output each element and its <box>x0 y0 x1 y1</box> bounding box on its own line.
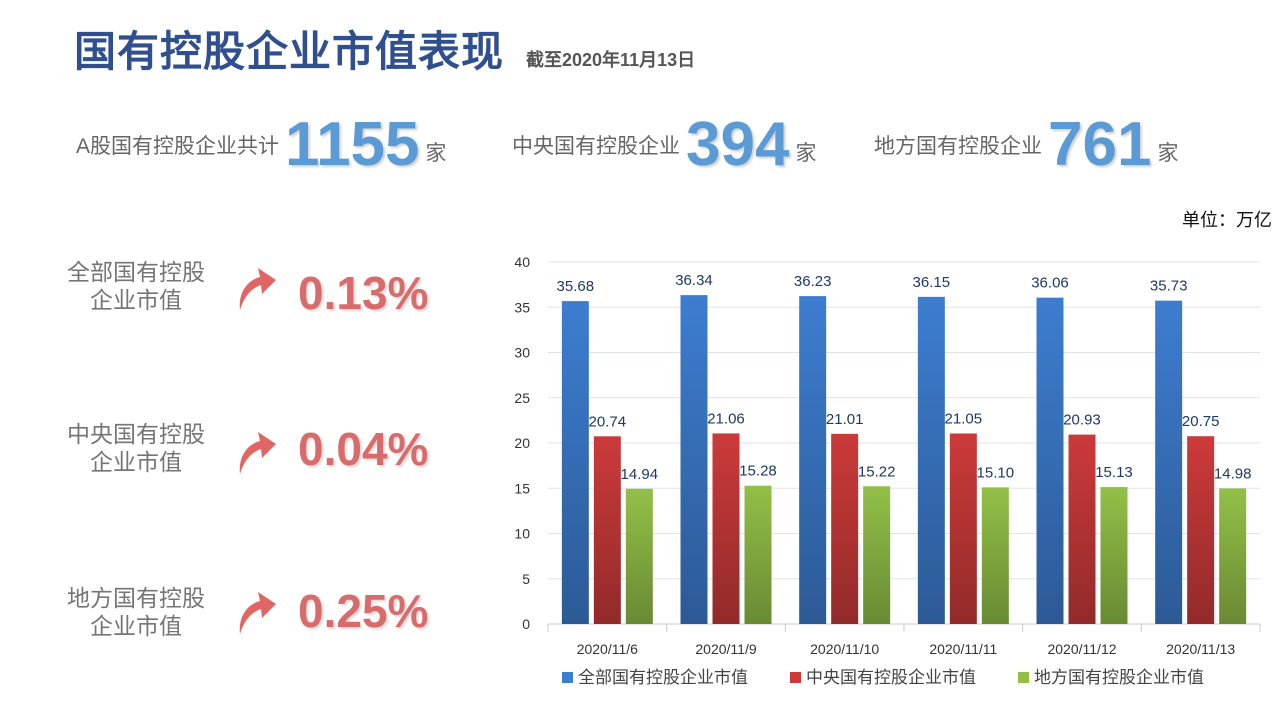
x-tick-label: 2020/11/13 <box>1166 641 1235 657</box>
legend-swatch <box>790 672 801 683</box>
legend-label: 地方国有控股企业市值 <box>1034 668 1204 688</box>
x-tick-label: 2020/11/11 <box>929 641 997 657</box>
stat-local-value: 761 <box>1048 110 1152 179</box>
growth-label-line1: 全部国有控股 <box>67 259 205 285</box>
bar <box>863 486 891 624</box>
x-tick-label: 2020/11/12 <box>1047 641 1116 657</box>
y-tick-label: 40 <box>514 254 530 270</box>
y-tick-label: 30 <box>514 345 530 361</box>
growth-row-local: 地方国有控股 企业市值 0.25% <box>40 584 460 674</box>
chart-legend: 全部国有控股企业市值 中央国有控股企业市值 地方国有控股企业市值 <box>562 668 1204 688</box>
data-label: 20.93 <box>1063 412 1101 429</box>
data-label: 15.10 <box>977 464 1015 481</box>
bar <box>561 301 589 624</box>
legend-swatch <box>1018 672 1029 683</box>
data-label: 20.75 <box>1182 413 1220 430</box>
chart-axes: 0 5 10 15 20 25 30 35 40 2020/11/6 2020/11/9 2020/1… <box>514 254 1261 657</box>
bar <box>680 295 708 624</box>
x-tick-label: 2020/11/10 <box>810 641 879 657</box>
bar <box>1100 487 1128 624</box>
stat-central-value: 394 <box>686 110 790 179</box>
chart-bars <box>561 295 1247 624</box>
bar <box>712 433 740 624</box>
growth-row-all: 全部国有控股 企业市值 0.13% <box>40 258 460 348</box>
page-title: 国有控股企业市值表现 <box>74 28 505 75</box>
legend-swatch <box>562 672 573 683</box>
growth-label-central: 中央国有控股 企业市值 <box>56 420 216 476</box>
bar <box>981 487 1009 624</box>
x-tick-label: 2020/11/9 <box>695 641 756 657</box>
legend-label: 中央国有控股企业市值 <box>806 668 976 688</box>
growth-label-all: 全部国有控股 企业市值 <box>56 258 216 314</box>
stat-local-unit: 家 <box>1157 142 1179 165</box>
bar <box>1219 488 1247 624</box>
data-label: 14.98 <box>1214 465 1252 482</box>
growth-label-line1: 中央国有控股 <box>67 421 205 447</box>
data-label: 20.74 <box>589 413 627 430</box>
data-label: 36.06 <box>1031 275 1069 292</box>
stat-local-label: 地方国有控股企业 <box>874 135 1042 158</box>
bar <box>1068 434 1096 624</box>
header: 国有控股企业市值表现 截至2020年11月13日 <box>74 18 695 79</box>
x-tick-label: 2020/11/6 <box>577 641 638 657</box>
growth-label-local: 地方国有控股 企业市值 <box>56 584 216 640</box>
bar <box>799 296 827 624</box>
stat-total-value: 1155 <box>285 110 420 179</box>
bar <box>593 436 621 624</box>
arrow-up-icon <box>239 432 276 474</box>
chart-grid <box>548 261 1260 625</box>
y-tick-label: 20 <box>514 435 530 451</box>
bar <box>744 485 772 624</box>
y-tick-label: 35 <box>514 299 530 315</box>
chart-data-labels: 35.68 20.74 14.94 36.34 21.06 15.28 36.23 21.01… <box>557 272 1252 483</box>
growth-label-line2: 企业市值 <box>90 613 182 639</box>
bar <box>625 488 653 624</box>
market-value-bar-chart: 0 5 10 15 20 25 30 35 40 2020/11/6 2020/11/9 2020/1… <box>514 254 1261 688</box>
unit-note: 单位：万亿 <box>1182 210 1272 230</box>
data-label: 36.15 <box>913 274 951 291</box>
growth-label-line2: 企业市值 <box>90 287 182 313</box>
arrow-up-icon <box>239 592 276 634</box>
arrow-up-icon <box>239 268 276 310</box>
page-subtitle: 截至2020年11月13日 <box>526 50 696 70</box>
data-label: 15.28 <box>739 463 777 480</box>
bar <box>917 296 945 624</box>
bar <box>1036 297 1064 624</box>
stat-local: 地方国有控股企业 761 家 <box>874 110 1178 180</box>
growth-value-all: 0.13% <box>298 267 429 319</box>
growth-value-local: 0.25% <box>298 585 429 637</box>
data-label: 36.34 <box>675 272 713 289</box>
stat-total-unit: 家 <box>425 142 447 165</box>
stat-central-label: 中央国有控股企业 <box>512 135 680 158</box>
bar <box>1187 436 1215 624</box>
data-label: 14.94 <box>621 466 659 483</box>
bar <box>949 433 977 624</box>
growth-label-line1: 地方国有控股 <box>67 585 205 611</box>
stat-total: A股国有控股企业共计 1155 家 <box>76 110 447 180</box>
bar <box>1155 300 1183 624</box>
growth-label-line2: 企业市值 <box>90 449 182 475</box>
legend-label: 全部国有控股企业市值 <box>578 668 748 688</box>
data-label: 15.13 <box>1095 464 1133 481</box>
data-label: 21.05 <box>945 410 983 427</box>
data-label: 35.68 <box>557 278 595 295</box>
data-label: 21.06 <box>707 410 745 427</box>
data-label: 36.23 <box>794 273 832 290</box>
stat-total-label: A股国有控股企业共计 <box>76 135 280 158</box>
stat-central-unit: 家 <box>795 142 817 165</box>
y-tick-label: 0 <box>522 616 530 632</box>
y-tick-label: 5 <box>522 571 530 587</box>
y-tick-label: 25 <box>514 390 530 406</box>
y-tick-label: 15 <box>514 480 530 496</box>
bar <box>831 433 859 624</box>
stat-central: 中央国有控股企业 394 家 <box>512 110 816 180</box>
growth-value-central: 0.04% <box>298 423 429 475</box>
data-label: 35.73 <box>1150 278 1188 295</box>
data-label: 21.01 <box>826 411 864 428</box>
y-tick-label: 10 <box>514 526 530 542</box>
data-label: 15.22 <box>858 463 896 480</box>
growth-row-central: 中央国有控股 企业市值 0.04% <box>40 420 460 510</box>
